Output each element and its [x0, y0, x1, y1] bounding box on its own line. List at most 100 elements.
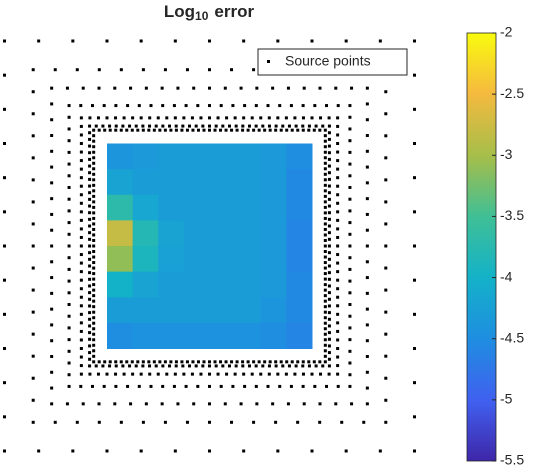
source-point: [92, 360, 96, 364]
source-point: [92, 272, 96, 276]
source-point: [50, 118, 54, 122]
source-point: [365, 307, 369, 311]
source-point: [327, 324, 331, 328]
source-point: [208, 128, 211, 132]
source-point: [362, 420, 366, 424]
source-point: [327, 211, 331, 215]
source-point: [214, 364, 218, 368]
source-point: [88, 157, 92, 161]
source-point: [250, 116, 254, 120]
source-point: [327, 164, 331, 168]
heat-cell: [107, 322, 134, 349]
source-point: [348, 373, 352, 377]
source-point: [108, 124, 112, 128]
source-point: [225, 372, 229, 376]
source-point: [92, 183, 96, 187]
source-point: [88, 217, 92, 221]
source-point: [323, 338, 327, 342]
source-point: [79, 210, 83, 214]
source-point: [31, 376, 35, 380]
source-point: [165, 372, 169, 376]
source-point: [79, 218, 83, 222]
source-point: [88, 177, 92, 181]
colorbar-tick-label: -4: [500, 268, 513, 284]
heat-cell: [286, 143, 313, 170]
source-point: [296, 420, 300, 424]
source-point: [3, 244, 6, 248]
heat-cell: [286, 271, 313, 298]
source-point: [129, 86, 133, 90]
source-point: [323, 167, 327, 171]
source-point: [268, 360, 272, 364]
source-point: [413, 347, 416, 350]
source-point: [94, 124, 98, 128]
source-point: [152, 128, 156, 132]
source-point: [128, 364, 132, 368]
source-point: [148, 372, 152, 376]
source-point: [88, 204, 92, 208]
source-point: [276, 39, 280, 43]
source-point: [301, 372, 305, 376]
source-point: [31, 288, 35, 292]
source-point: [208, 402, 211, 406]
heat-cell: [209, 220, 236, 247]
source-point: [384, 376, 388, 380]
source-point: [79, 133, 83, 137]
source-point: [88, 251, 92, 255]
source-point: [365, 386, 369, 390]
source-point: [92, 277, 96, 281]
source-point: [92, 227, 96, 231]
source-point: [202, 360, 206, 364]
source-point: [79, 253, 83, 257]
heat-cell: [107, 194, 134, 221]
source-point: [97, 402, 101, 406]
source-point: [336, 295, 340, 299]
source-point: [75, 420, 79, 424]
source-point: [79, 329, 83, 333]
source-point: [196, 360, 200, 364]
source-point: [348, 303, 352, 307]
source-point: [88, 304, 92, 308]
source-point: [88, 137, 92, 141]
source-point: [119, 68, 123, 72]
source-point: [92, 327, 96, 331]
source-point: [88, 324, 92, 328]
source-point: [274, 124, 278, 128]
source-point: [156, 372, 160, 376]
source-point: [92, 266, 96, 270]
source-point: [323, 294, 327, 298]
source-point: [3, 449, 6, 453]
heat-cell: [107, 246, 134, 273]
source-point: [307, 128, 311, 132]
source-point: [92, 321, 96, 325]
heat-cell: [260, 169, 287, 196]
source-point: [92, 288, 96, 292]
heat-cell: [286, 297, 313, 324]
source-point: [321, 364, 325, 368]
source-point: [136, 360, 140, 364]
source-point: [92, 349, 96, 353]
source-point: [208, 360, 211, 364]
source-point: [327, 157, 331, 161]
source-point: [348, 314, 352, 318]
colorbar-tick-label: -5.5: [500, 452, 524, 468]
source-point: [192, 86, 196, 90]
source-point: [105, 449, 109, 453]
source-point: [88, 184, 92, 188]
source-point: [174, 128, 178, 132]
source-point: [31, 420, 35, 424]
colorbar-tick-label: -5: [500, 391, 513, 407]
source-point: [285, 360, 289, 364]
source-point: [327, 291, 331, 295]
source-point: [323, 332, 327, 336]
source-point: [92, 161, 96, 165]
heat-cell: [107, 220, 134, 247]
source-point: [184, 104, 188, 108]
heat-cell: [107, 297, 134, 324]
heat-cell: [158, 322, 185, 349]
source-point: [252, 68, 256, 72]
source-point: [92, 200, 96, 204]
source-point: [234, 124, 238, 128]
source-point: [31, 200, 35, 204]
